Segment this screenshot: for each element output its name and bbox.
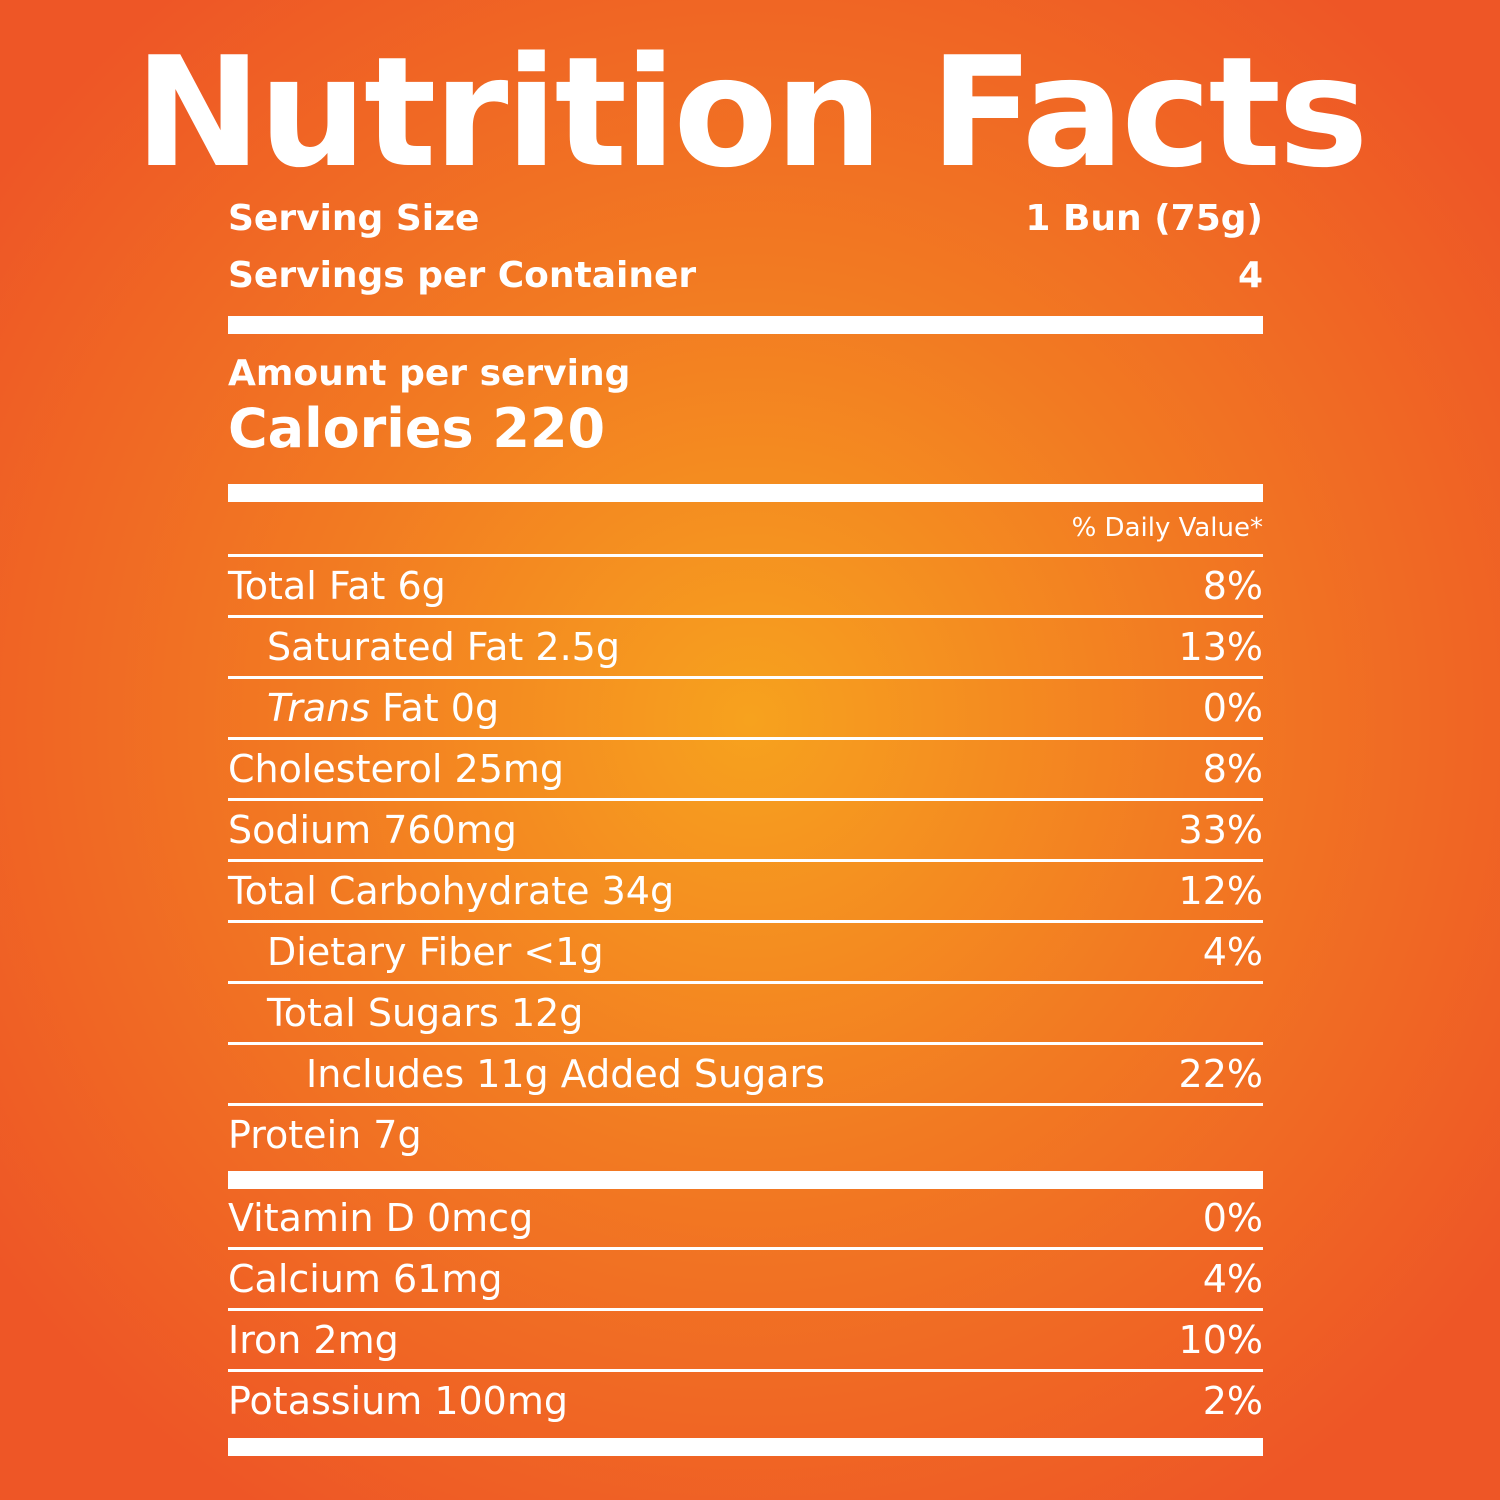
vitamin-label: Calcium 61mg: [228, 1257, 503, 1301]
nutrient-row-trans-fat: Trans Fat 0g 0%: [228, 679, 1263, 740]
servings-per-container-label: Servings per Container: [228, 255, 697, 296]
nutrient-daily-value: 8%: [1202, 564, 1263, 608]
nutrient-row-total-carbohydrate: Total Carbohydrate 34g 12%: [228, 862, 1263, 923]
vitamin-row-iron: Iron 2mg 10%: [228, 1311, 1263, 1372]
nutrient-label: Total Carbohydrate 34g: [228, 869, 675, 913]
vitamin-label: Vitamin D 0mcg: [228, 1196, 534, 1240]
nutrient-row-added-sugars: Includes 11g Added Sugars 22%: [228, 1045, 1263, 1106]
vitamin-daily-value: 4%: [1202, 1257, 1263, 1301]
page-title: Nutrition Facts: [134, 24, 1368, 201]
vitamin-daily-value: 10%: [1178, 1318, 1263, 1362]
nutrient-label: Total Sugars 12g: [267, 991, 584, 1035]
nutrient-label: Dietary Fiber <1g: [267, 930, 604, 974]
nutrient-label: Sodium 760mg: [228, 808, 517, 852]
calories: Calories 220: [228, 396, 606, 460]
nutrient-daily-value: 4%: [1202, 930, 1263, 974]
nutrient-row-total-sugars: Total Sugars 12g: [228, 984, 1263, 1045]
nutrient-row-sodium: Sodium 760mg 33%: [228, 801, 1263, 862]
nutrient-row-dietary-fiber: Dietary Fiber <1g 4%: [228, 923, 1263, 984]
nutrient-daily-value: 33%: [1178, 808, 1263, 852]
divider-bar: [228, 1171, 1263, 1189]
trans-fat-rest: Fat 0g: [370, 686, 500, 730]
divider-bar: [228, 484, 1263, 502]
servings-per-container-value: 4: [1237, 255, 1263, 296]
trans-italic-word: Trans: [267, 686, 371, 730]
amount-per-serving: Amount per serving: [228, 353, 631, 394]
vitamin-daily-value: 0%: [1202, 1196, 1263, 1240]
divider-bar: [228, 1438, 1263, 1456]
nutrient-label: Trans Fat 0g: [267, 686, 499, 730]
servings-per-container-row: Servings per Container 4: [228, 247, 1263, 304]
nutrient-daily-value: 22%: [1178, 1052, 1263, 1096]
serving-size-row: Serving Size 1 Bun (75g): [228, 190, 1263, 247]
nutrient-label: Protein 7g: [228, 1113, 422, 1157]
serving-size-value: 1 Bun (75g): [1025, 198, 1263, 239]
nutrient-label: Includes 11g Added Sugars: [306, 1052, 825, 1096]
vitamin-daily-value: 2%: [1202, 1379, 1263, 1423]
vitamin-row-potassium: Potassium 100mg 2%: [228, 1372, 1263, 1430]
nutrient-row-saturated-fat: Saturated Fat 2.5g 13%: [228, 618, 1263, 679]
vitamin-row-vitamin-d: Vitamin D 0mcg 0%: [228, 1189, 1263, 1250]
vitamin-label: Potassium 100mg: [228, 1379, 568, 1423]
nutrient-daily-value: 13%: [1178, 625, 1263, 669]
nutrient-label: Saturated Fat 2.5g: [267, 625, 620, 669]
nutrient-daily-value: 8%: [1202, 747, 1263, 791]
nutrition-facts-panel: Serving Size 1 Bun (75g) Servings per Co…: [228, 190, 1263, 1456]
vitamin-label: Iron 2mg: [228, 1318, 399, 1362]
nutrient-daily-value: 12%: [1178, 869, 1263, 913]
daily-value-header-text: % Daily Value*: [1071, 513, 1263, 543]
nutrient-row-protein: Protein 7g: [228, 1106, 1263, 1164]
nutrient-label: Cholesterol 25mg: [228, 747, 565, 791]
vitamin-row-calcium: Calcium 61mg 4%: [228, 1250, 1263, 1311]
nutrient-daily-value: 0%: [1202, 686, 1263, 730]
nutrient-row-cholesterol: Cholesterol 25mg 8%: [228, 740, 1263, 801]
daily-value-header: % Daily Value*: [228, 502, 1263, 557]
serving-size-label: Serving Size: [228, 198, 480, 239]
divider-bar: [228, 316, 1263, 334]
nutrient-label: Total Fat 6g: [228, 564, 446, 608]
nutrient-row-total-fat: Total Fat 6g 8%: [228, 557, 1263, 618]
